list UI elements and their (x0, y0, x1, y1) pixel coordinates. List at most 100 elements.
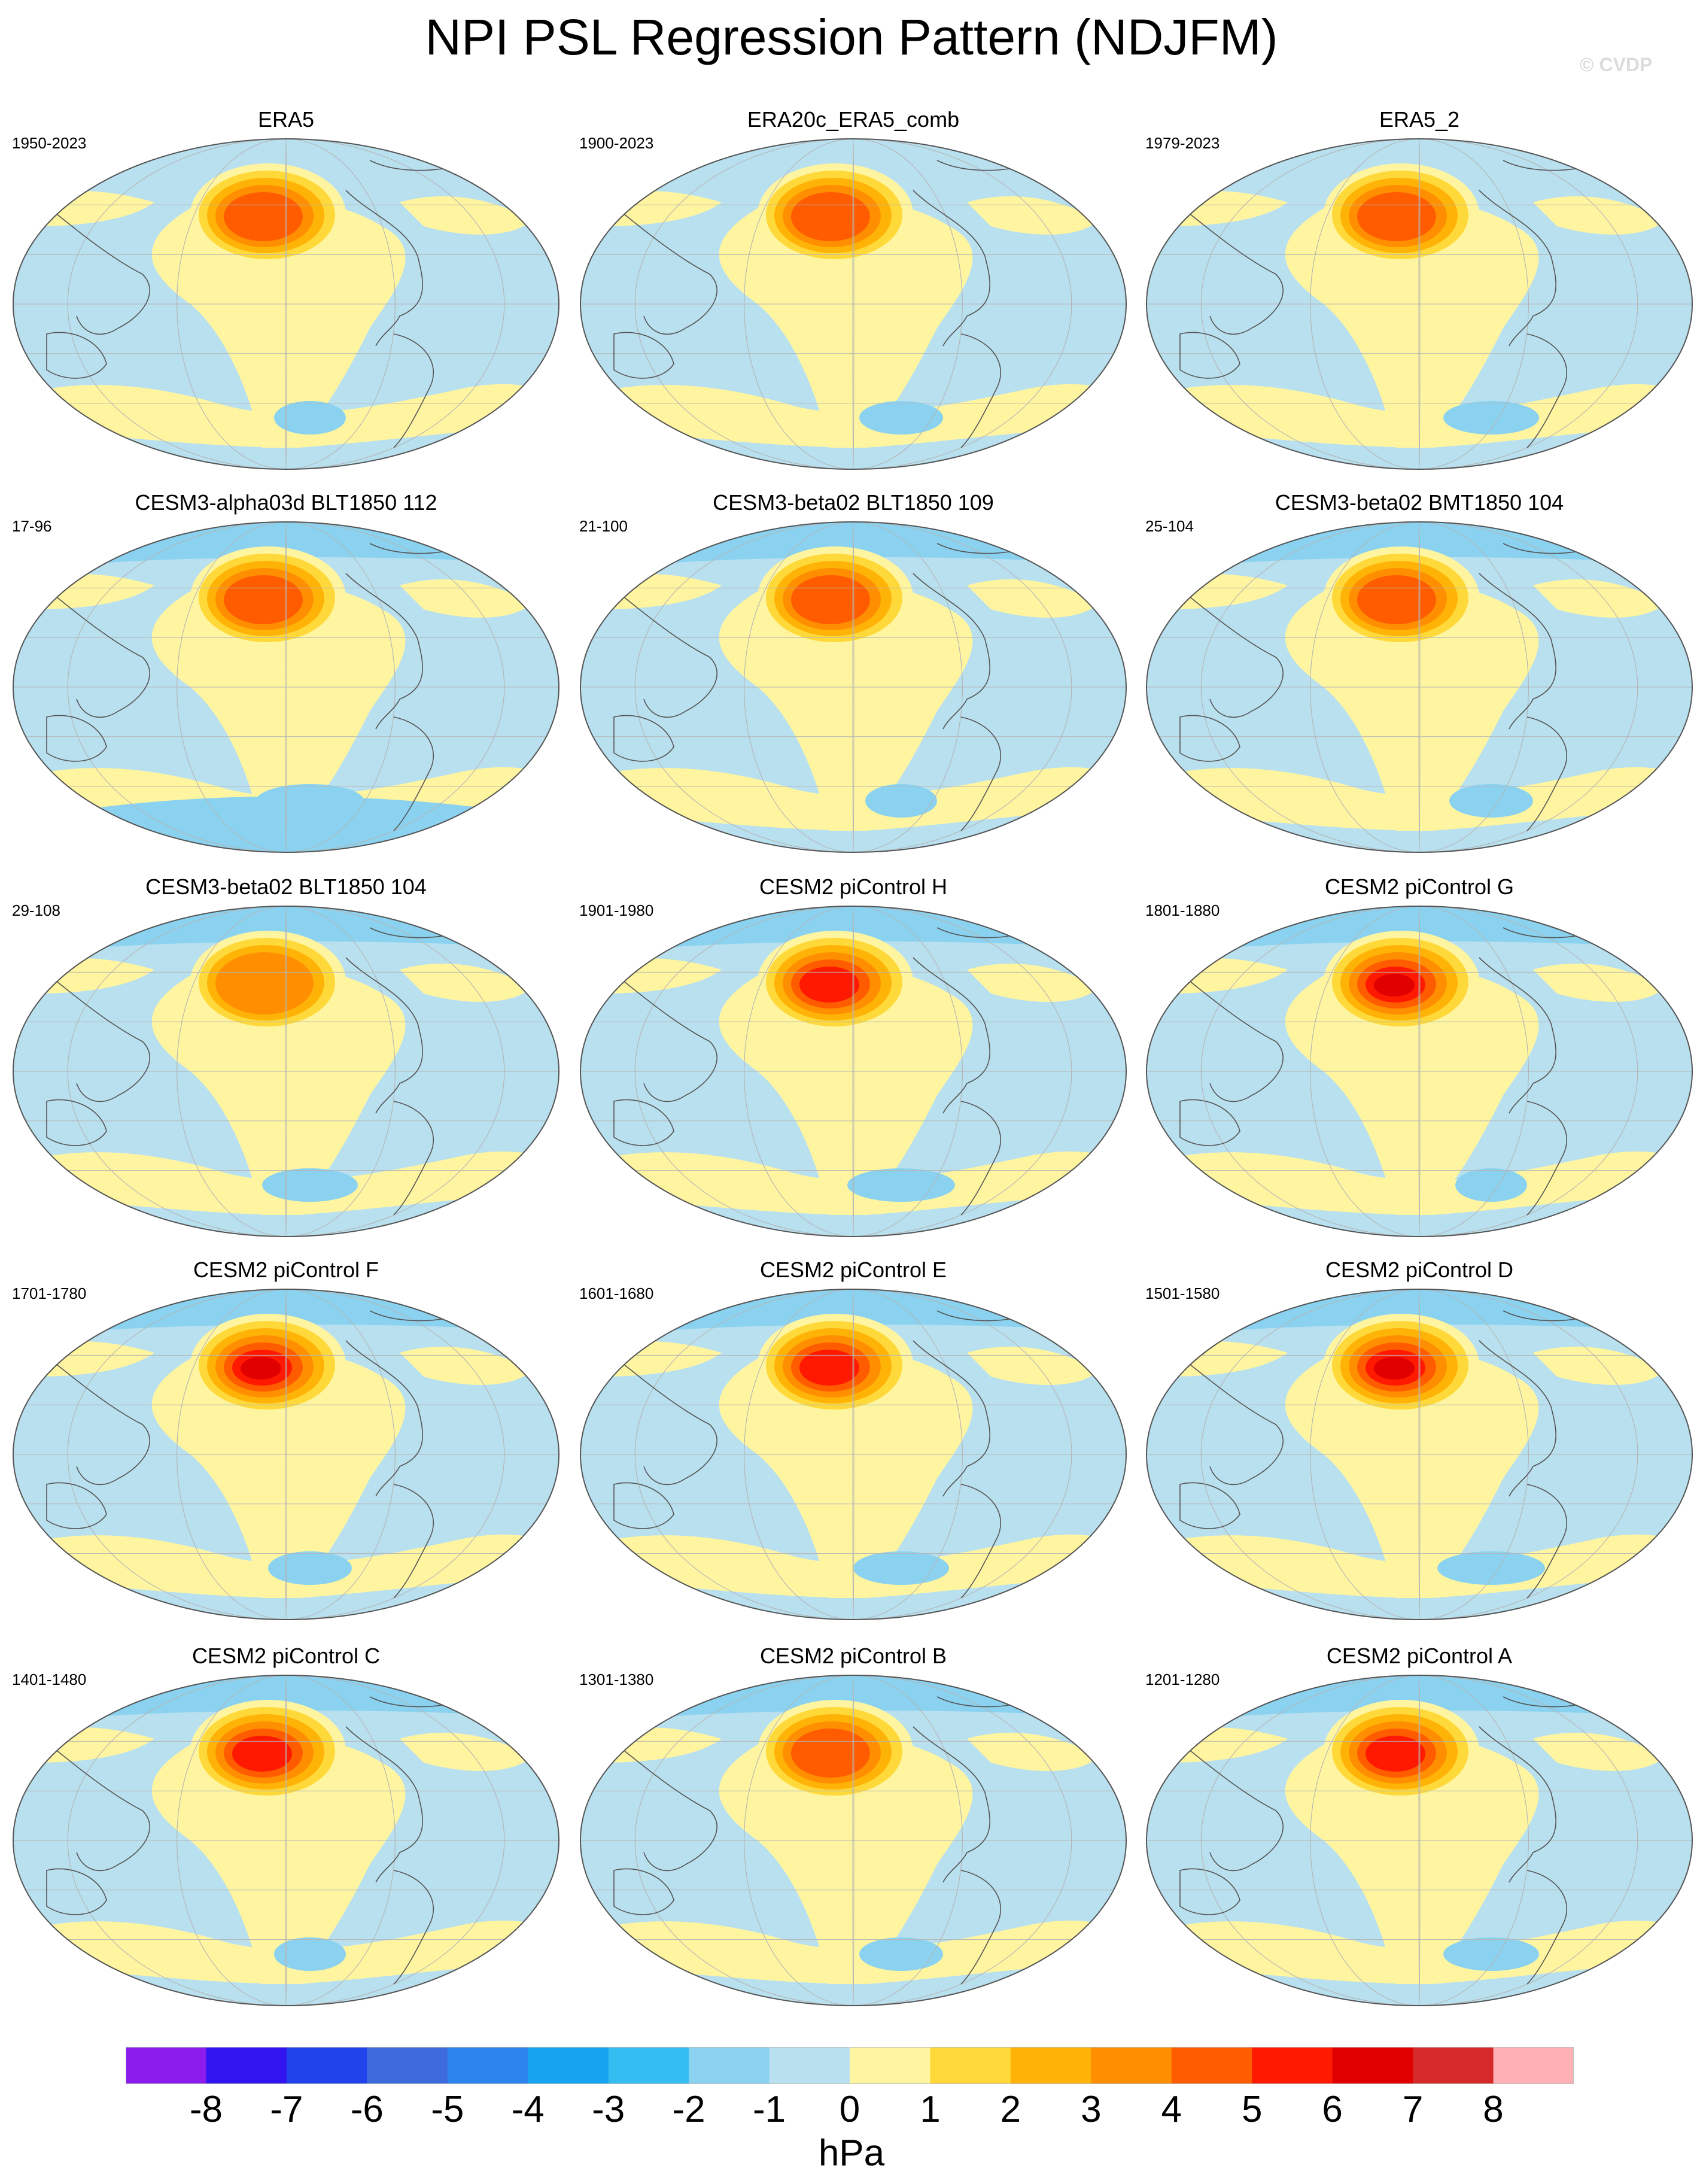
map-panel: CESM2 piControl G 1801-1880 (1144, 874, 1695, 1257)
colorbar-swatch (769, 2047, 850, 2084)
panel-title: ERA5 (257, 107, 315, 132)
panel-period: 1201-1280 (1145, 1670, 1220, 1688)
positive-anomaly-region (967, 1347, 1099, 1385)
positive-anomaly-region (1533, 1733, 1665, 1771)
colorbar-tick-label: -6 (350, 2089, 384, 2130)
panel-title: CESM2 piControl E (759, 1257, 947, 1282)
panel-title: CESM2 piControl A (1326, 1644, 1513, 1668)
colorbar-tick-label: 8 (1483, 2089, 1504, 2130)
negative-anomaly-region (274, 401, 346, 435)
colorbar-tick-label: 6 (1322, 2089, 1343, 2130)
psl-regression-map (1146, 138, 1693, 470)
colorbar-swatch (1413, 2047, 1494, 2084)
coastlines (34, 543, 454, 831)
psl-regression-map (580, 1675, 1127, 2006)
colorbar-swatch (850, 2047, 930, 2084)
colorbar-tick-label: 7 (1402, 2089, 1424, 2130)
graticule (1147, 139, 1692, 469)
panel-period: 1701-1780 (12, 1284, 87, 1302)
panel-title: CESM3-beta02 BLT1850 104 (145, 874, 427, 899)
positive-anomaly-region (151, 1347, 406, 1598)
coastlines (1167, 927, 1588, 1216)
coastlines (1167, 160, 1588, 448)
psl-regression-map (1146, 906, 1693, 1237)
panel-title: ERA5_2 (1379, 107, 1460, 132)
colorbar-tick-label: -4 (511, 2089, 545, 2130)
panel-title: CESM2 piControl D (1325, 1257, 1514, 1282)
negative-anomaly-region (847, 1168, 955, 1202)
colorbar-tick-label: -1 (752, 2089, 786, 2130)
positive-anomaly-region (1533, 196, 1665, 235)
coastlines (1167, 543, 1588, 831)
colorbar-units: hPa (818, 2133, 885, 2174)
pressure-high-contour (791, 1729, 870, 1778)
graticule (1147, 1675, 1692, 2006)
watermark: © CVDP (1580, 54, 1653, 75)
psl-regression-map (1146, 521, 1693, 853)
panel-period: 1601-1680 (579, 1284, 654, 1302)
map-outline (580, 138, 1127, 470)
positive-anomaly-region (400, 196, 531, 235)
positive-anomaly-region (400, 1347, 531, 1385)
positive-anomaly-region (1156, 1534, 1692, 1598)
graticule (13, 906, 559, 1237)
negative-anomaly-region (853, 1551, 949, 1585)
positive-anomaly-region (967, 196, 1099, 235)
panel-period: 1900-2023 (579, 134, 654, 152)
negative-anomaly-region (1443, 1937, 1539, 1971)
negative-anomaly-region (859, 1937, 943, 1971)
positive-anomaly-region (1533, 579, 1665, 618)
colorbar-swatch (1332, 2047, 1413, 2084)
map-outline (1146, 906, 1693, 1237)
positive-anomaly-region (1285, 1347, 1539, 1598)
colorbar-tick-label: 0 (839, 2089, 860, 2130)
colorbar-swatch (689, 2047, 770, 2084)
negative-anomaly-region (1455, 1168, 1527, 1202)
positive-anomaly-region (967, 1733, 1099, 1771)
positive-anomaly-region (1533, 964, 1665, 1002)
positive-anomaly-region (1285, 964, 1539, 1215)
positive-anomaly-region (1285, 1733, 1539, 1984)
map-panel: ERA5 1950-2023 (11, 107, 561, 490)
panel-period: 17-96 (12, 517, 52, 535)
panel-period: 1979-2023 (1145, 134, 1220, 152)
colorbar-swatch (1171, 2047, 1252, 2084)
colorbar-swatch (447, 2047, 528, 2084)
map-panel: CESM2 piControl B 1301-1380 (578, 1643, 1129, 2026)
positive-anomaly-region (400, 964, 531, 1002)
map-panel: CESM3-beta02 BMT1850 104 25-104 (1144, 490, 1695, 873)
map-panel: CESM2 piControl E 1601-1680 (578, 1257, 1129, 1640)
psl-regression-map (580, 521, 1127, 853)
map-outline (13, 1675, 559, 2006)
graticule (580, 139, 1126, 469)
map-panel: CESM3-alpha03d BLT1850 112 17-96 (11, 490, 561, 873)
negative-anomaly-region (268, 1551, 352, 1585)
positive-anomaly-region (719, 1347, 973, 1598)
colorbar-tick-label: 1 (920, 2089, 941, 2130)
positive-anomaly-region (590, 1920, 1126, 1984)
panel-period: 1950-2023 (12, 134, 87, 152)
panel-period: 1801-1880 (1145, 901, 1220, 919)
coastlines (601, 1310, 1021, 1599)
positive-anomaly-region (719, 1733, 973, 1984)
map-outline (1146, 138, 1693, 470)
map-outline (580, 521, 1127, 853)
map-outline (580, 1675, 1127, 2006)
colorbar-tick-label: -5 (431, 2089, 464, 2130)
coastlines (601, 543, 1021, 831)
pressure-high-contour (232, 1736, 292, 1772)
graticule (13, 1289, 559, 1620)
panel-title: CESM2 piControl F (193, 1257, 379, 1282)
positive-anomaly-region (1156, 767, 1692, 831)
panel-title: CESM3-beta02 BMT1850 104 (1275, 490, 1564, 515)
colorbar-tick-label: -3 (592, 2089, 625, 2130)
psl-regression-map (1146, 1289, 1693, 1620)
colorbar-swatch (1010, 2047, 1091, 2084)
colorbar-tick-label: -2 (672, 2089, 705, 2130)
panel-title: CESM2 piControl G (1324, 874, 1515, 899)
positive-anomaly-region (719, 580, 973, 831)
panel-title: CESM2 piControl C (191, 1644, 381, 1668)
pressure-high-contour (1357, 575, 1436, 624)
pressure-high-contour (224, 192, 303, 241)
graticule (1147, 1289, 1692, 1620)
